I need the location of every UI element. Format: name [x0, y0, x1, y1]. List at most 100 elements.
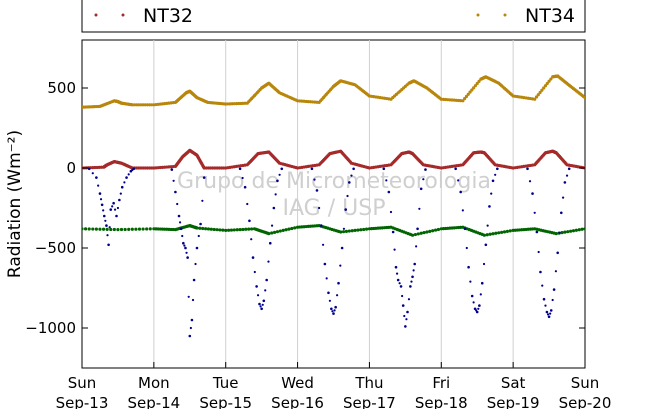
series-marker [102, 209, 105, 212]
series-marker [293, 226, 297, 230]
series-marker [466, 92, 470, 96]
data-point [267, 232, 271, 236]
series-marker [185, 251, 188, 254]
data-point [478, 304, 481, 307]
data-point [310, 167, 314, 171]
watermark-line-1: Grupo de Micrometeorologia [177, 169, 491, 194]
series-marker [318, 206, 321, 210]
data-point [411, 275, 414, 279]
data-point [272, 206, 276, 210]
data-point [105, 224, 108, 227]
series-marker [560, 231, 564, 235]
series-marker [549, 77, 553, 81]
series-marker [342, 227, 346, 230]
x-tick-date: Sep-17 [343, 394, 396, 409]
series-marker [137, 227, 142, 231]
series-marker [201, 199, 204, 202]
data-point [545, 310, 549, 314]
series-marker [261, 303, 264, 306]
series-marker [558, 231, 561, 234]
series-marker [364, 227, 369, 231]
data-point [482, 233, 486, 237]
series-marker [551, 298, 554, 302]
series-marker [119, 227, 124, 232]
series-marker [91, 227, 95, 231]
series-marker [534, 95, 539, 99]
data-point [268, 241, 272, 245]
series-marker [246, 202, 249, 206]
data-point [87, 167, 91, 171]
legend-marker-nt32 [94, 13, 98, 17]
series-marker [477, 307, 480, 310]
data-point [184, 246, 187, 250]
series-marker [181, 234, 184, 238]
series-marker [546, 313, 550, 316]
series-marker [127, 227, 131, 231]
series-marker [486, 224, 489, 227]
data-point [195, 246, 199, 250]
data-point [480, 281, 484, 285]
legend: NT32 NT34 [81, 0, 586, 33]
data-point [583, 96, 585, 100]
series-marker [183, 244, 186, 247]
series-marker [341, 230, 346, 234]
series-marker [91, 172, 94, 175]
data-point [496, 167, 499, 171]
data-point [535, 230, 539, 234]
series-lower [82, 224, 585, 237]
series-marker [428, 229, 432, 233]
x-tick-day: Mon [138, 374, 170, 392]
series-marker [491, 232, 495, 236]
data-point [484, 243, 488, 247]
data-point [195, 226, 199, 230]
series-marker [109, 227, 113, 232]
series-marker [278, 173, 281, 176]
series-marker [533, 211, 536, 214]
series-marker [197, 234, 200, 238]
data-point [265, 278, 268, 282]
series-marker [191, 298, 195, 302]
series-marker [333, 309, 336, 312]
series-marker [461, 209, 464, 212]
series-marker [123, 181, 126, 184]
data-point [125, 176, 128, 179]
data-point [188, 334, 192, 338]
data-point [337, 281, 340, 285]
series-marker [264, 289, 267, 292]
data-point [340, 246, 344, 250]
series-marker [178, 221, 182, 224]
data-point [109, 208, 113, 211]
y-tick-label: 500 [47, 79, 76, 97]
data-point [454, 167, 457, 171]
series-marker [554, 270, 557, 273]
series-marker [403, 314, 406, 318]
legend-entry-nt34: NT34 [476, 5, 575, 27]
series-marker [187, 295, 190, 298]
series-marker [547, 79, 551, 83]
series-marker [416, 232, 420, 236]
series-marker [145, 227, 149, 231]
series-marker [218, 228, 222, 232]
series-marker [104, 219, 107, 222]
series-marker [549, 312, 552, 315]
series-marker [422, 231, 426, 235]
data-point [554, 232, 558, 236]
series-marker [469, 280, 472, 283]
data-point [251, 256, 255, 259]
series-marker [344, 229, 349, 233]
y-tick-label: 0 [66, 159, 76, 177]
series-marker [565, 174, 569, 177]
series-marker [401, 294, 404, 298]
data-point [112, 201, 115, 205]
series-marker [542, 86, 546, 90]
series-marker [275, 230, 280, 234]
series-marker [172, 179, 175, 182]
series-marker [563, 230, 567, 234]
series-marker [249, 227, 254, 231]
series-marker [425, 230, 429, 234]
series-marker [313, 178, 316, 181]
y-tick-label: −500 [35, 239, 76, 257]
series-marker [321, 243, 325, 246]
series-marker [536, 93, 540, 97]
series-marker [99, 198, 103, 201]
